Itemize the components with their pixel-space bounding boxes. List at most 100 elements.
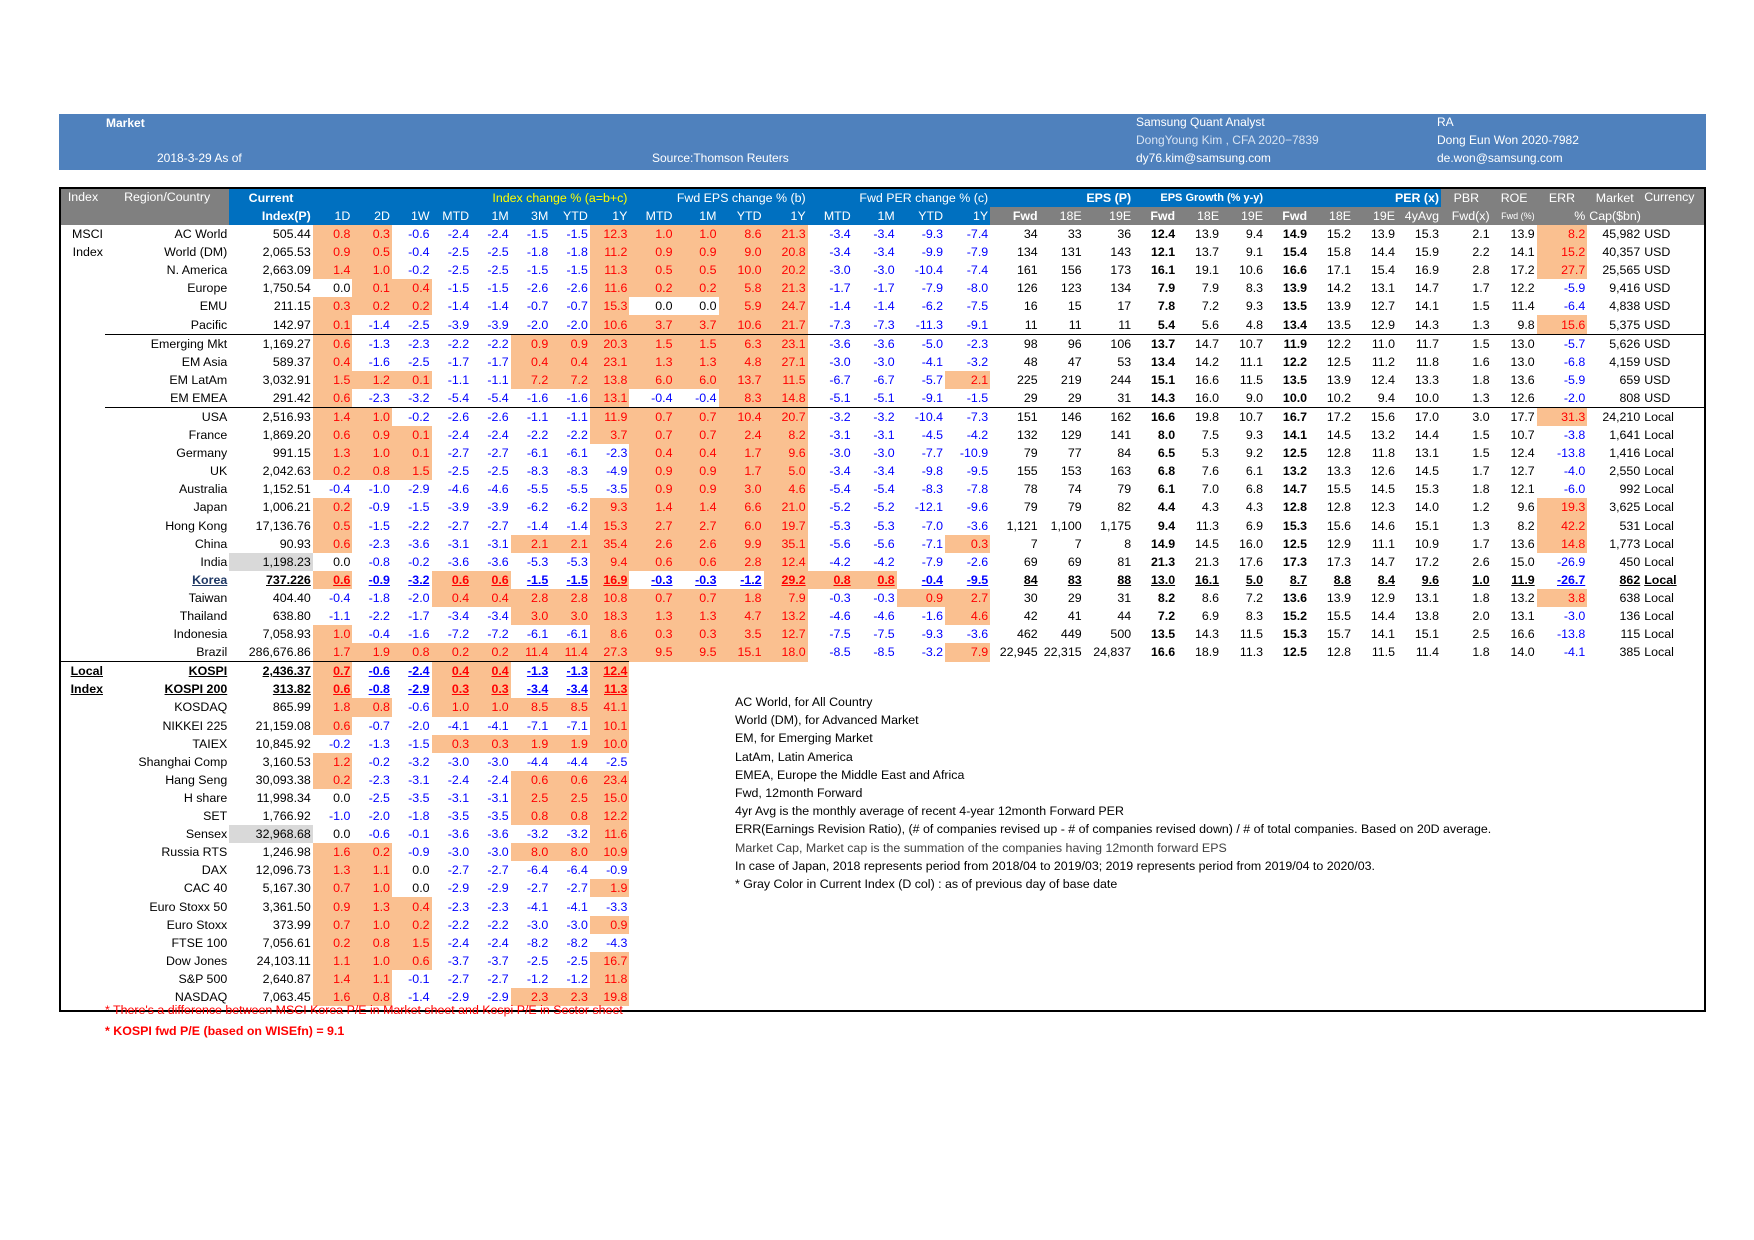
row-value: -3.6 xyxy=(487,554,509,569)
row-value: -1.5 xyxy=(566,572,588,587)
row-value: 14.4 xyxy=(1370,609,1396,624)
row-value: -0.7 xyxy=(566,299,588,314)
row-value: 96 xyxy=(1039,333,1084,353)
row-value: 12.3 xyxy=(589,225,630,244)
row-value: 8.0 xyxy=(510,843,551,862)
row-value: 13.0 xyxy=(1510,354,1535,369)
row-value: 0.9 xyxy=(674,462,719,481)
row-value: 13.6 xyxy=(1282,590,1308,605)
row-value: -4.1 xyxy=(526,899,549,914)
row-value: -2.4 xyxy=(487,428,509,443)
row-value: -7.5 xyxy=(966,299,989,314)
row-value: 22,315 xyxy=(1043,645,1082,660)
col-roe-2: Fwd (%) xyxy=(1491,207,1537,225)
row-group-label xyxy=(61,970,105,988)
local-index-row: Euro Stoxx 373.99 0.7 1.0 0.2 -2.2 -2.2 -3.0 -3.… xyxy=(61,915,1704,934)
local-index-row: Sensex 32,968.68 0.0 -0.6 -0.1 -3.6 -3.6 -3.2 -3… xyxy=(61,825,1704,844)
row-currency: Local xyxy=(1644,500,1674,515)
row-value: 0.2 xyxy=(674,279,719,298)
row-value: 2.1 xyxy=(945,370,991,389)
row-value: 862 xyxy=(1619,572,1641,587)
row-value: -0.2 xyxy=(408,263,430,278)
row-value: 14.3 xyxy=(1194,627,1220,642)
row-region-name: UK xyxy=(210,464,228,479)
row-group-label: MSCI xyxy=(72,227,103,242)
ra-email[interactable]: de.won@samsung.com xyxy=(1437,151,1563,165)
row-group-label xyxy=(61,389,105,408)
row-region-name: Korea xyxy=(192,572,228,587)
row-value: 1.3 xyxy=(674,352,719,371)
row-value: -3.0 xyxy=(487,754,509,769)
row-value: -4.9 xyxy=(606,464,628,479)
row-value: 13.5 xyxy=(1150,627,1176,642)
row-value: 0.0 xyxy=(333,281,351,296)
row-value: -3.6 xyxy=(447,554,470,569)
analyst-email[interactable]: dy76.kim@samsung.com xyxy=(1136,151,1271,165)
row-value: -10.4 xyxy=(896,406,946,427)
row-value: 15.4 xyxy=(1282,245,1308,260)
row-value: 15.9 xyxy=(1414,245,1440,260)
row-value: 2.6 xyxy=(1472,554,1490,569)
row-value: -4.6 xyxy=(487,482,509,497)
row-value: -7.3 xyxy=(873,317,895,332)
row-value: 13.1 xyxy=(1414,590,1440,605)
row-region-name: NIKKEI 225 xyxy=(162,718,228,733)
row-value: 0.6 xyxy=(312,716,353,735)
row-value: -2.3 xyxy=(487,899,509,914)
row-value: 0.2 xyxy=(312,498,353,517)
row-region-name: Indonesia xyxy=(173,627,228,642)
row-value: -5.0 xyxy=(896,333,946,353)
row-value: 0.3 xyxy=(471,680,511,699)
row-current-index: 638.80 xyxy=(272,609,311,624)
row-value: 11.9 xyxy=(1265,333,1310,353)
header-row-2: Index(P) 1D 2D 1W MTD 1M 3M YTD 1Y MTD 1M YTD 1Y MTD… xyxy=(61,207,1704,225)
row-value: 129 xyxy=(1060,428,1082,443)
row-value: 5.3 xyxy=(1201,446,1220,461)
row-value: -1.5 xyxy=(408,500,430,515)
row-region-name: Sensex xyxy=(185,827,228,842)
row-value: 1.0 xyxy=(1472,572,1490,587)
row-value: 15.1 xyxy=(1414,518,1440,533)
row-value: 1,121 xyxy=(1006,518,1038,533)
row-value: 0.4 xyxy=(391,897,432,916)
row-value: -13.8 xyxy=(1557,627,1586,642)
row-value: 19.8 xyxy=(1177,406,1222,427)
row-value: 34 xyxy=(1023,227,1038,242)
msci-row: Hong Kong 17,136.76 0.5 -1.5 -2.2 -2.7 -2.7 -1.… xyxy=(61,516,1704,535)
row-value: -1.1 xyxy=(510,406,551,427)
row-value: -2.7 xyxy=(447,446,470,461)
row-value: 17.1 xyxy=(1326,263,1352,278)
row-value: 6.8 xyxy=(1245,482,1264,497)
row-value: -2.5 xyxy=(368,790,390,805)
row-value: -2.3 xyxy=(945,333,991,353)
row-value: 7.2 xyxy=(1157,609,1176,624)
row-value: -7.1 xyxy=(526,718,549,733)
row-value: 74 xyxy=(1067,482,1082,497)
row-value: 11.3 xyxy=(589,261,630,280)
row-value: 1.8 xyxy=(1472,482,1490,497)
row-value: -2.3 xyxy=(368,536,390,551)
row-value: 2.7 xyxy=(629,516,675,535)
row-current-index: 1,152.51 xyxy=(262,482,311,497)
row-value: -3.0 xyxy=(829,354,851,369)
row-value: 141 xyxy=(1110,428,1132,443)
row-value: -1.8 xyxy=(566,245,588,260)
row-value: 15.6 xyxy=(1536,315,1588,335)
header-row-1: Index Region/Country Current Index chang… xyxy=(61,189,1704,225)
row-value: 0.3 xyxy=(945,534,991,553)
row-value: -3.4 xyxy=(829,245,851,260)
row-value: 14.4 xyxy=(1370,245,1396,260)
analyst-name: DongYoung Kim , CFA 2020−7839 xyxy=(1136,133,1319,147)
row-value: 0.3 xyxy=(431,734,472,753)
row-value: 15.6 xyxy=(1353,406,1398,427)
row-value: 1.2 xyxy=(352,370,392,389)
col-per-ytd: YTD xyxy=(896,207,946,225)
row-value: 15.2 xyxy=(1326,227,1352,242)
row-value: 14.7 xyxy=(1282,482,1308,497)
row-value: -6.2 xyxy=(566,500,588,515)
row-value: -3.2 xyxy=(408,390,430,405)
row-value: 23.4 xyxy=(589,770,630,789)
row-value: -1.0 xyxy=(329,809,351,824)
row-value: 23.1 xyxy=(763,333,808,353)
row-value: 10.9 xyxy=(589,843,630,862)
